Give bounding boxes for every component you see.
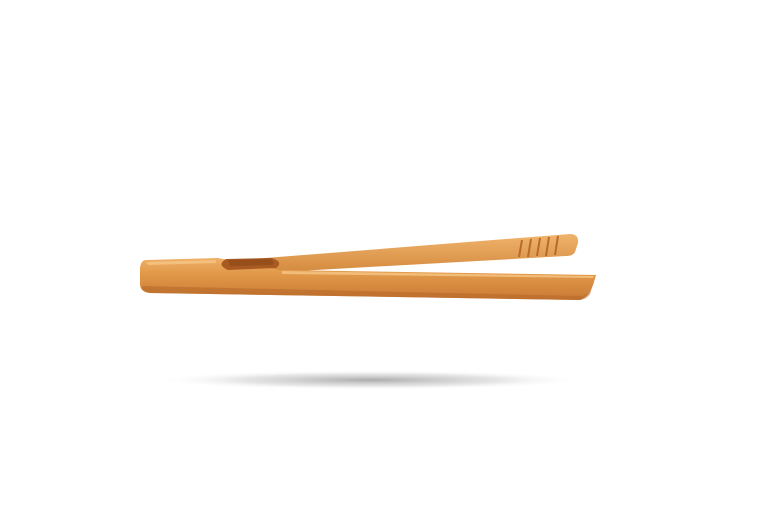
lower-top-highlight: [146, 260, 594, 278]
grip-ridges: [518, 235, 559, 258]
tongs-upper-arm: [215, 234, 579, 272]
bamboo-tongs: [140, 234, 596, 300]
drop-shadow: [155, 370, 585, 390]
lower-edge-shade: [142, 286, 592, 300]
